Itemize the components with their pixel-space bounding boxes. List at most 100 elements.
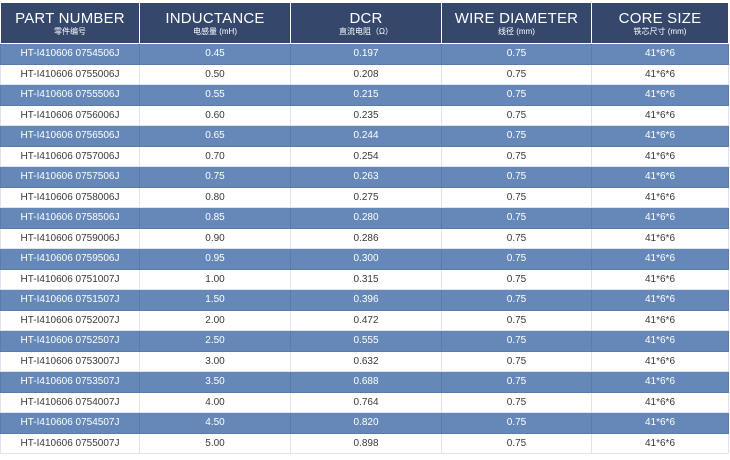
dcr-cell: 0.396 [290, 289, 442, 311]
wire-diameter-cell: 0.75 [441, 104, 592, 126]
table-header-row: PART NUMBER 零件编号 INDUCTANCE 电感量 (mH) DCR 直流… [0, 2, 729, 44]
core-size-cell: 41*6*6 [591, 125, 729, 147]
core-size-cell: 41*6*6 [591, 268, 729, 290]
inductance-cell: 4.00 [139, 391, 291, 413]
core-size-cell: 41*6*6 [591, 350, 729, 372]
core-size-cell: 41*6*6 [591, 186, 729, 208]
core-size-cell: 41*6*6 [591, 227, 729, 249]
inductance-cell: 0.60 [139, 104, 291, 126]
core-size-cell: 41*6*6 [591, 63, 729, 85]
inductance-cell: 0.55 [139, 84, 291, 106]
dcr-cell: 0.254 [290, 145, 442, 167]
wire-diameter-cell: 0.75 [441, 125, 592, 147]
table-row: HT-I410606 0751007J 1.00 0.315 0.75 41*6*6 [0, 268, 729, 290]
part-number-cell: HT-I410606 0751007J [0, 268, 140, 290]
dcr-cell: 0.286 [290, 227, 442, 249]
table-row: HT-I410606 0757506J 0.75 0.263 0.75 41*6*6 [0, 166, 729, 188]
inductance-cell: 0.45 [139, 43, 291, 65]
core-size-cell: 41*6*6 [591, 412, 729, 434]
part-number-cell: HT-I410606 0757506J [0, 166, 140, 188]
dcr-cell: 0.244 [290, 125, 442, 147]
inductance-cell: 4.50 [139, 412, 291, 434]
part-number-cell: HT-I410606 0755506J [0, 84, 140, 106]
dcr-cell: 0.820 [290, 412, 442, 434]
dcr-cell: 0.555 [290, 330, 442, 352]
inductance-cell: 0.65 [139, 125, 291, 147]
inductance-cell: 3.00 [139, 350, 291, 372]
inductance-cell: 0.85 [139, 207, 291, 229]
dcr-cell: 0.315 [290, 268, 442, 290]
wire-diameter-cell: 0.75 [441, 43, 592, 65]
core-size-cell: 41*6*6 [591, 391, 729, 413]
inductance-cell: 0.75 [139, 166, 291, 188]
inductance-cell: 5.00 [139, 432, 291, 454]
wire-diameter-cell: 0.75 [441, 248, 592, 270]
wire-diameter-cell: 0.75 [441, 309, 592, 331]
table-row: HT-I410606 0753507J 3.50 0.688 0.75 41*6*6 [0, 371, 729, 393]
wire-diameter-cell: 0.75 [441, 227, 592, 249]
dcr-cell: 0.215 [290, 84, 442, 106]
table-row: HT-I410606 0758006J 0.80 0.275 0.75 41*6*6 [0, 186, 729, 208]
dcr-cell: 0.280 [290, 207, 442, 229]
part-number-cell: HT-I410606 0759006J [0, 227, 140, 249]
table-row: HT-I410606 0759006J 0.90 0.286 0.75 41*6*6 [0, 227, 729, 249]
table-row: HT-I410606 0758506J 0.85 0.280 0.75 41*6*6 [0, 207, 729, 229]
core-size-cell: 41*6*6 [591, 309, 729, 331]
inductance-cell: 1.50 [139, 289, 291, 311]
part-number-cell: HT-I410606 0753507J [0, 371, 140, 393]
table-row: HT-I410606 0752507J 2.50 0.555 0.75 41*6*6 [0, 330, 729, 352]
header-dcr: DCR 直流电阻（Ω） [290, 2, 442, 44]
table-row: HT-I410606 0754007J 4.00 0.764 0.75 41*6*6 [0, 391, 729, 413]
table-row: HT-I410606 0756006J 0.60 0.235 0.75 41*6*6 [0, 104, 729, 126]
part-number-cell: HT-I410606 0758506J [0, 207, 140, 229]
inductance-cell: 2.00 [139, 309, 291, 331]
part-number-cell: HT-I410606 0753007J [0, 350, 140, 372]
dcr-cell: 0.898 [290, 432, 442, 454]
inductance-cell: 3.50 [139, 371, 291, 393]
table-row: HT-I410606 0756506J 0.65 0.244 0.75 41*6*6 [0, 125, 729, 147]
wire-diameter-cell: 0.75 [441, 63, 592, 85]
core-size-cell: 41*6*6 [591, 432, 729, 454]
core-size-cell: 41*6*6 [591, 166, 729, 188]
inductance-cell: 2.50 [139, 330, 291, 352]
part-number-cell: HT-I410606 0754506J [0, 43, 140, 65]
dcr-cell: 0.300 [290, 248, 442, 270]
wire-diameter-cell: 0.75 [441, 371, 592, 393]
part-number-cell: HT-I410606 0754507J [0, 412, 140, 434]
table-row: HT-I410606 0754506J 0.45 0.197 0.75 41*6*6 [0, 43, 729, 65]
wire-diameter-cell: 0.75 [441, 268, 592, 290]
wire-diameter-cell: 0.75 [441, 330, 592, 352]
inductance-cell: 1.00 [139, 268, 291, 290]
header-part-number: PART NUMBER 零件编号 [0, 2, 140, 44]
dcr-cell: 0.275 [290, 186, 442, 208]
wire-diameter-cell: 0.75 [441, 432, 592, 454]
table-row: HT-I410606 0755006J 0.50 0.208 0.75 41*6*6 [0, 63, 729, 85]
dcr-cell: 0.208 [290, 63, 442, 85]
table-body: HT-I410606 0754506J 0.45 0.197 0.75 41*6*6 HT… [0, 43, 729, 454]
core-size-cell: 41*6*6 [591, 330, 729, 352]
dcr-cell: 0.632 [290, 350, 442, 372]
core-size-cell: 41*6*6 [591, 248, 729, 270]
table-row: HT-I410606 0753007J 3.00 0.632 0.75 41*6*6 [0, 350, 729, 372]
inductance-cell: 0.90 [139, 227, 291, 249]
table-row: HT-I410606 0759506J 0.95 0.300 0.75 41*6*6 [0, 248, 729, 270]
wire-diameter-cell: 0.75 [441, 289, 592, 311]
core-size-cell: 41*6*6 [591, 207, 729, 229]
core-size-cell: 41*6*6 [591, 145, 729, 167]
table-row: HT-I410606 0755007J 5.00 0.898 0.75 41*6*6 [0, 432, 729, 454]
part-number-cell: HT-I410606 0756006J [0, 104, 140, 126]
table-row: HT-I410606 0755506J 0.55 0.215 0.75 41*6*6 [0, 84, 729, 106]
dcr-cell: 0.472 [290, 309, 442, 331]
header-core-size: CORE SIZE 铁芯尺寸 (mm) [591, 2, 729, 44]
inductance-cell: 0.95 [139, 248, 291, 270]
part-number-cell: HT-I410606 0759506J [0, 248, 140, 270]
header-inductance: INDUCTANCE 电感量 (mH) [139, 2, 291, 44]
table-row: HT-I410606 0757006J 0.70 0.254 0.75 41*6*6 [0, 145, 729, 167]
part-number-cell: HT-I410606 0756506J [0, 125, 140, 147]
part-number-cell: HT-I410606 0757006J [0, 145, 140, 167]
wire-diameter-cell: 0.75 [441, 145, 592, 167]
part-number-cell: HT-I410606 0755006J [0, 63, 140, 85]
core-size-cell: 41*6*6 [591, 84, 729, 106]
